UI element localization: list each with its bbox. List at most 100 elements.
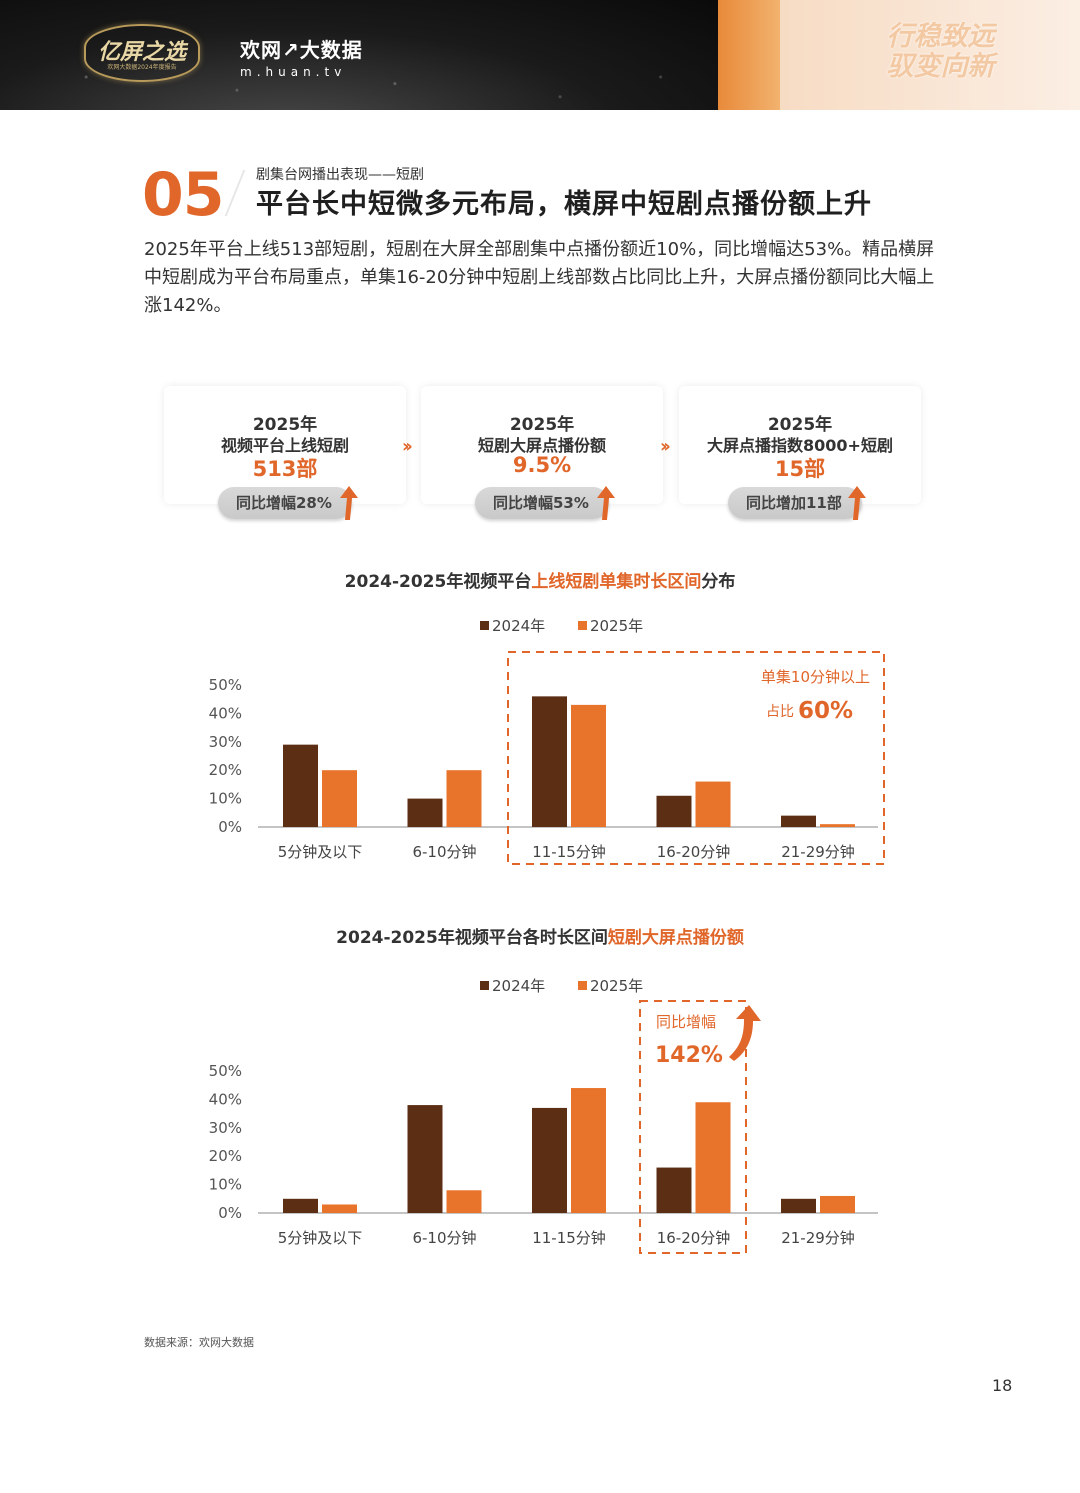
kpi-card-top-dramas: 2025年 大屏点播指数8000+短剧 15部 — [679, 386, 921, 504]
legend-label: 2024年 — [492, 977, 546, 995]
huan-logo-url: m.huan.tv — [240, 65, 347, 79]
y-tick-label: 20% — [209, 1147, 242, 1165]
y-tick-label: 50% — [209, 676, 242, 694]
bar-2025 — [571, 1088, 606, 1213]
page-number: 18 — [992, 1376, 1013, 1395]
slogan: 行稳致远 驭变向新 — [873, 22, 1008, 82]
kpi-badge: 同比增加11部 — [728, 487, 862, 519]
highlight-dashed-box — [507, 651, 885, 865]
bar-2024 — [656, 795, 692, 827]
bar-2025 — [322, 1204, 357, 1213]
bar-2024 — [781, 815, 816, 827]
chart2-title: 2024-2025年视频平台各时长区间短剧大屏点播份额 — [0, 923, 1080, 948]
chart2-legend: 2024年 2025年 — [480, 975, 671, 996]
annotation-line1: 同比增幅 — [656, 1013, 716, 1031]
x-tick-label: 16-20分钟 — [657, 843, 731, 861]
section-subtitle: 剧集台网播出表现——短剧 — [256, 167, 424, 183]
y-tick-label: 50% — [209, 1062, 242, 1080]
bar-2025 — [322, 770, 357, 827]
section-number: 05 — [142, 160, 224, 230]
x-tick-label: 16-20分钟 — [657, 1229, 731, 1247]
chart2-title-highlight: 短剧大屏点播份额 — [607, 928, 744, 948]
highlight-dashed-box — [639, 1000, 747, 1254]
kpi-year: 2025年 — [767, 415, 833, 435]
slogan-line1: 行稳致远 — [886, 21, 995, 52]
up-arrow-icon — [848, 486, 866, 520]
banner-stripe — [718, 0, 780, 110]
x-tick-label: 21-29分钟 — [781, 843, 855, 861]
y-tick-label: 40% — [209, 704, 242, 722]
y-tick-label: 10% — [209, 790, 242, 808]
legend-label: 2024年 — [492, 617, 546, 635]
intro-paragraph: 2025年平台上线513部短剧，短剧在大屏全部剧集中点播份额近10%，同比增幅达… — [144, 239, 935, 316]
y-tick-label: 40% — [209, 1090, 242, 1108]
legend-label: 2025年 — [589, 977, 644, 995]
y-tick-label: 30% — [209, 733, 242, 751]
bar-2025 — [820, 824, 855, 827]
chart1-title-pre: 2024-2025年视频平台 — [344, 572, 532, 592]
yiping-logo: 亿屏之选 欢网大数据2024年度报告 — [84, 24, 200, 82]
bar-2024 — [532, 1107, 567, 1213]
legend-item-2025: 2025年 — [577, 977, 644, 995]
annotation-line1: 单集10分钟以上 — [761, 668, 870, 686]
bar-2024 — [781, 1198, 816, 1213]
y-tick-label: 20% — [209, 761, 242, 779]
bar-2025 — [446, 770, 482, 827]
kpi-value: 513部 — [252, 457, 318, 481]
chart1-legend: 2024年 2025年 — [480, 615, 671, 636]
chevron-right-icon: ›› — [660, 436, 671, 457]
annotation-value: 60% — [798, 698, 853, 724]
x-tick-label: 11-15分钟 — [532, 843, 606, 861]
legend-label: 2025年 — [589, 617, 644, 635]
kpi-card-shortdrama-count: 2025年 视频平台上线短剧 513部 — [164, 386, 406, 504]
legend-item-2024: 2024年 — [480, 617, 545, 635]
y-tick-label: 10% — [209, 1176, 242, 1194]
slogan-line2: 驭变向新 — [886, 51, 995, 82]
x-tick-label: 5分钟及以下 — [278, 1229, 363, 1247]
x-tick-label: 6-10分钟 — [412, 843, 476, 861]
up-arrow-icon — [597, 486, 615, 520]
y-tick-label: 0% — [218, 818, 242, 836]
section-divider — [224, 170, 246, 216]
bar-2025 — [695, 781, 731, 827]
up-arrow-icon — [340, 486, 358, 520]
bar-2025 — [446, 1190, 482, 1213]
kpi-value: 15部 — [774, 457, 826, 481]
trend-arrow-icon — [729, 1005, 761, 1061]
huan-logo: 欢网↗大数据 m.huan.tv — [240, 34, 363, 79]
kpi-badge: 同比增幅53% — [475, 487, 609, 519]
bar-2024 — [407, 1105, 443, 1213]
x-tick-label: 6-10分钟 — [412, 1229, 476, 1247]
bar-2024 — [532, 696, 567, 827]
kpi-card-vod-share: 2025年 短剧大屏点播份额 9.5% — [421, 386, 663, 504]
kpi-label: 大屏点播指数8000+短剧 — [707, 436, 893, 455]
chart1-title-post: 分布 — [701, 572, 736, 592]
annotation-value: 142% — [655, 1043, 723, 1068]
bar-2025 — [571, 704, 606, 827]
huan-logo-text: 欢网↗大数据 — [240, 38, 363, 62]
legend-item-2024: 2024年 — [480, 977, 545, 995]
data-source: 数据来源：欢网大数据 — [144, 1336, 254, 1349]
chart1-title: 2024-2025年视频平台上线短剧单集时长区间分布 — [0, 567, 1080, 592]
x-tick-label: 11-15分钟 — [532, 1229, 606, 1247]
bar-2025 — [695, 1102, 731, 1213]
kpi-year: 2025年 — [252, 415, 318, 435]
bar-2024 — [407, 798, 443, 827]
bar-2025 — [820, 1195, 855, 1213]
y-tick-label: 0% — [218, 1204, 242, 1222]
chart2-title-pre: 2024-2025年视频平台各时长区间 — [336, 928, 608, 948]
kpi-label: 视频平台上线短剧 — [220, 436, 349, 455]
chevron-right-icon: ›› — [402, 436, 413, 457]
chart1-title-highlight: 上线短剧单集时长区间 — [531, 572, 702, 592]
x-tick-label: 5分钟及以下 — [278, 843, 363, 861]
kpi-year: 2025年 — [509, 415, 575, 435]
chart1-svg: 0% 10% 20% 30% 40% 50% 5分钟及以下 6-10分钟 11-15分钟 16-2… — [209, 651, 885, 865]
bar-2024 — [656, 1167, 692, 1213]
section-title: 平台长中短微多元布局，横屏中短剧点播份额上升 — [256, 189, 872, 220]
kpi-value: 9.5% — [512, 453, 572, 477]
legend-item-2025: 2025年 — [577, 617, 644, 635]
chart2-svg: 0% 10% 20% 30% 40% 50% 5分钟及以下 6-10分钟 11-15分钟 16-2… — [209, 1000, 878, 1254]
annotation-prefix: 占比 — [766, 704, 794, 720]
banner-dark-area — [0, 0, 718, 110]
banner-light-area — [780, 0, 1080, 110]
